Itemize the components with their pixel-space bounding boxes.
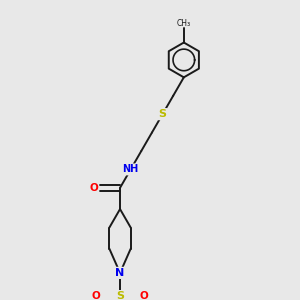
- Text: CH₃: CH₃: [177, 19, 191, 28]
- Text: N: N: [116, 268, 125, 278]
- Text: O: O: [92, 291, 100, 300]
- Text: NH: NH: [122, 164, 139, 174]
- Text: O: O: [90, 183, 98, 193]
- Text: S: S: [159, 109, 167, 119]
- Text: O: O: [140, 291, 148, 300]
- Text: S: S: [116, 291, 124, 300]
